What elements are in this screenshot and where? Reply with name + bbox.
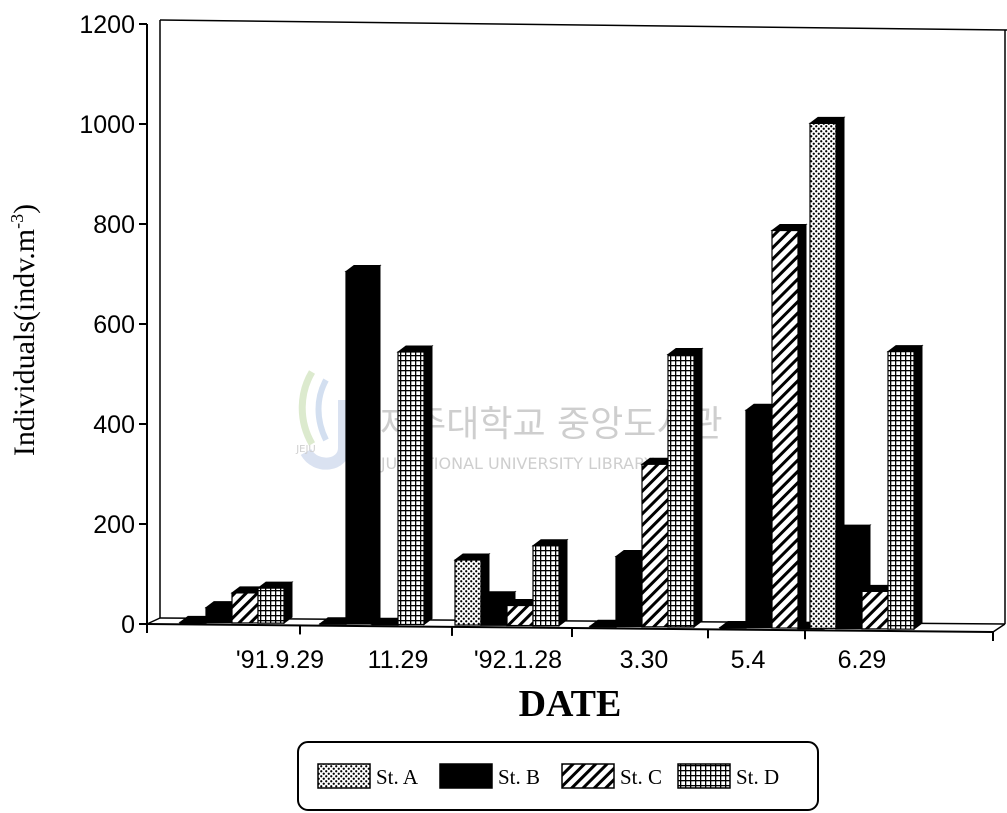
legend-label: St. C [620, 765, 662, 789]
x-tick-label: '92.1.28 [474, 646, 562, 674]
x-axis [146, 623, 994, 633]
x-tick-label: 5.4 [731, 646, 766, 674]
watermark-title: 제주대학교 중앙도서관 [380, 404, 723, 445]
x-tick-labels: '91.9.29 11.29 '92.1.28 3.30 5.4 6.29 [236, 646, 886, 674]
legend-swatch [439, 763, 493, 789]
x-tick-label: 3.30 [620, 646, 669, 674]
bar [808, 116, 846, 630]
plot-frame [146, 19, 1007, 633]
y-tick-label: 1200 [79, 11, 135, 39]
floor-right [992, 623, 1006, 633]
watermark-logo-j-icon [300, 400, 350, 470]
watermark-logo-stroke-icon [315, 378, 329, 442]
legend-box [297, 741, 819, 811]
y-tick-label: 400 [93, 411, 135, 439]
watermark-badge: JEJU [295, 444, 316, 455]
watermark-subtitle: JEJU NATIONAL UNIVERSITY LIBRARY [365, 454, 654, 473]
legend-label: St. D [736, 765, 779, 789]
y-axis-title-main: Individuals(indv.m [8, 229, 41, 456]
watermark-logo-icon [298, 370, 316, 446]
y-tick-label: 200 [93, 511, 135, 539]
watermark: JEJU 제주대학교 중앙도서관 JEJU NATIONAL UNIVERSIT… [295, 370, 723, 473]
legend-swatch [561, 763, 615, 789]
y-axis-title-end: ) [8, 204, 41, 214]
legend-label: St. A [376, 765, 419, 789]
bar [344, 264, 382, 626]
y-tick-label: 600 [93, 311, 135, 339]
legend: St. A St. B St. C St. D [297, 741, 819, 811]
legend-swatch [317, 763, 371, 789]
y-ticks: 0 200 400 600 800 1000 1200 [79, 11, 147, 639]
y-tick-label: 1000 [79, 111, 135, 139]
y-axis-title: Individuals(indv.m-3) [7, 204, 41, 456]
y-tick-label: 800 [93, 211, 135, 239]
bar [666, 347, 704, 629]
bar [886, 344, 924, 631]
bar [256, 581, 294, 625]
legend-swatch [677, 763, 731, 789]
floor-left [146, 617, 161, 625]
x-axis-title: DATE [519, 683, 622, 725]
back-wall-top [159, 19, 1007, 31]
x-tick-label: 6.29 [838, 646, 887, 674]
bar [770, 223, 808, 630]
y-tick-label: 0 [121, 611, 135, 639]
x-tick-label: '91.9.29 [236, 646, 324, 674]
bar [531, 538, 569, 627]
x-tick-label: 11.29 [368, 646, 429, 674]
legend-label: St. B [498, 765, 540, 789]
bar [396, 344, 434, 626]
y-axis-title-sup: -3 [7, 214, 27, 229]
x-ticks [146, 624, 994, 641]
bars [178, 116, 924, 631]
